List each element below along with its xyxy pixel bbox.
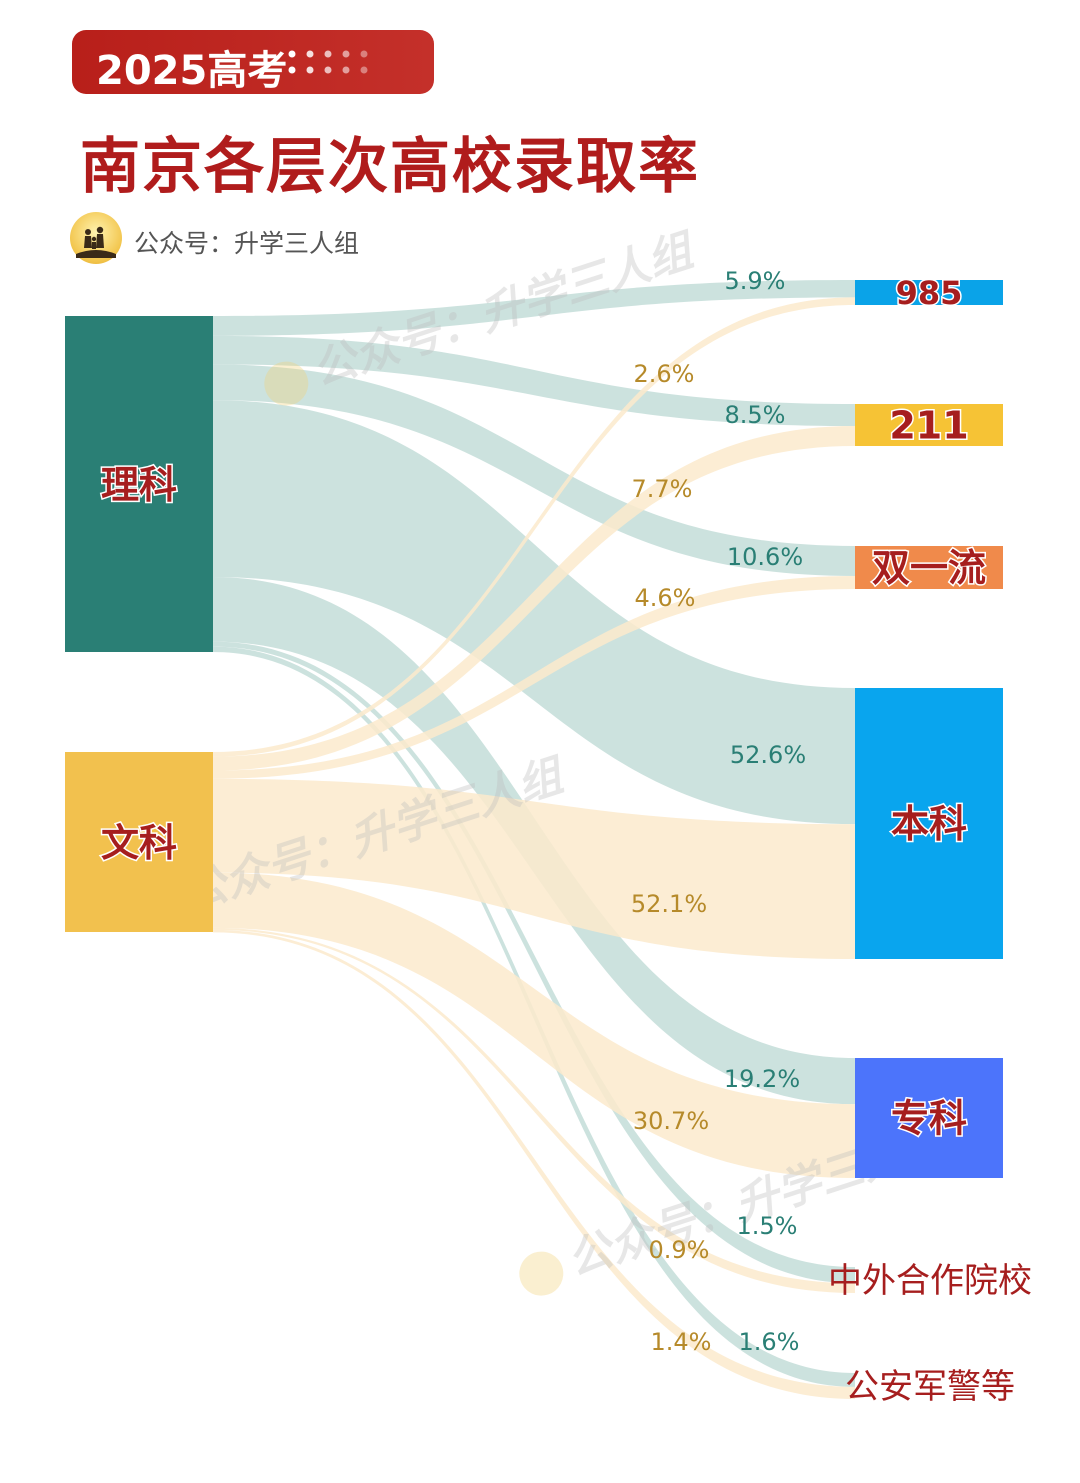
node-label-zw: 中外合作院校: [828, 1261, 1032, 1301]
flow-label-wk-211: 7.7%: [632, 475, 693, 503]
node-wk: [65, 752, 213, 932]
node-bk: [855, 688, 1003, 959]
flow-lk-zw: [213, 641, 855, 1284]
node-211: [855, 404, 1003, 446]
flows-layer: [213, 280, 855, 1399]
node-label-985: 985: [896, 274, 963, 312]
flow-label-wk-ga: 1.4%: [651, 1328, 712, 1356]
node-label-ga: 公安军警等: [845, 1367, 1015, 1407]
flow-lk-bk: [213, 400, 855, 825]
flow-wk-syl: [213, 575, 855, 779]
account-name: 公众号：升学三人组: [134, 229, 360, 258]
flow-wk-ga: [213, 929, 855, 1399]
flow-label-wk-zw: 0.9%: [649, 1236, 710, 1264]
flow-label-lk-zk: 19.2%: [724, 1065, 800, 1093]
node-label-zk: 专科: [891, 1097, 967, 1141]
flow-label-lk-211: 8.5%: [725, 401, 786, 429]
flow-label-wk-zk: 30.7%: [633, 1107, 709, 1135]
flow-label-lk-syl: 10.6%: [727, 543, 803, 571]
node-syl: [855, 546, 1003, 589]
flow-label-lk-ga: 1.6%: [739, 1328, 800, 1356]
flow-wk-zw: [213, 927, 855, 1293]
node-label-211: 211: [889, 404, 968, 448]
flow-label-wk-985: 2.6%: [634, 360, 695, 388]
node-985: [855, 280, 1003, 305]
flow-lk-syl: [213, 364, 855, 576]
flow-label-lk-985: 5.9%: [725, 267, 786, 295]
node-label-bk: 本科: [891, 802, 967, 846]
year-tag: 2025高考: [72, 30, 434, 94]
page-title: 南京各层次高校录取率: [80, 132, 700, 202]
flow-wk-211: [213, 426, 855, 771]
watermark-logo-icon: [519, 1251, 564, 1296]
flow-wk-zk: [213, 872, 855, 1178]
node-zk: [855, 1058, 1003, 1178]
flow-label-lk-zw: 1.5%: [737, 1212, 798, 1240]
family-logo-icon: [76, 226, 116, 258]
avatar: [70, 212, 122, 264]
node-label-lk: 理科: [101, 463, 177, 507]
nodes-layer: [65, 280, 1003, 1178]
flow-label-wk-syl: 4.6%: [635, 584, 696, 612]
flow-label-lk-bk: 52.6%: [730, 741, 806, 769]
flow-wk-985: [213, 297, 855, 757]
node-lk: [65, 316, 213, 652]
dots-decoration-icon: [288, 50, 368, 74]
flow-label-wk-bk: 52.1%: [631, 890, 707, 918]
flow-lk-985: [213, 280, 855, 336]
year-tag-text: 2025高考: [96, 48, 288, 94]
flow-lk-211: [213, 335, 855, 427]
node-label-wk: 文科: [101, 821, 177, 865]
flow-wk-bk: [213, 778, 855, 959]
watermark-logo-icon: [264, 361, 309, 406]
node-label-syl: 双一流: [872, 546, 986, 590]
